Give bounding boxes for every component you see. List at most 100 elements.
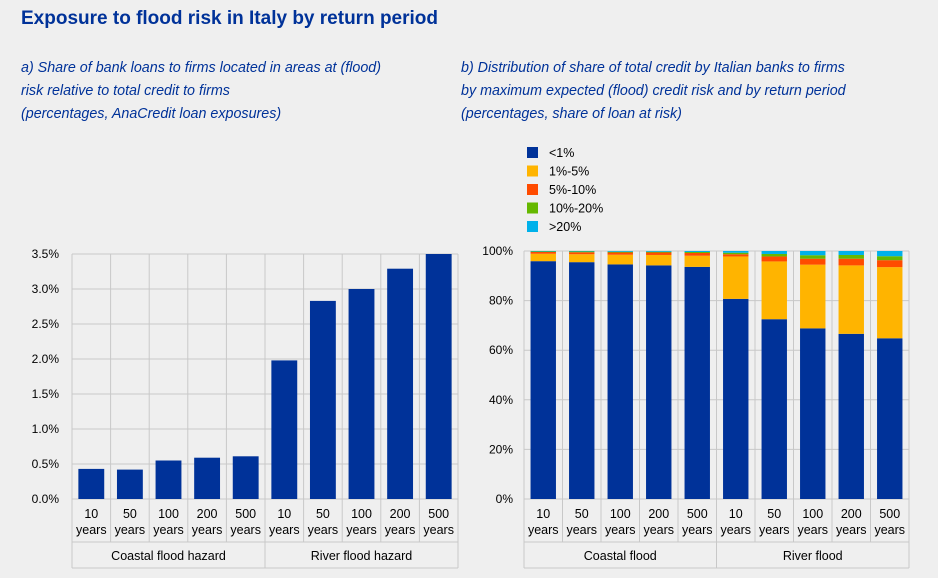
legend-swatch [527,202,538,214]
y-tick-label: 3.5% [32,247,60,261]
bar-segment [877,251,903,257]
x-tick-label: 10 years [528,507,559,537]
x-tick-label: 500 years [230,507,261,537]
panel-b-subtitle: b) Distribution of share of total credit… [461,57,846,126]
bar-segment [530,261,556,499]
panel-a-subtitle-line-3: (percentages, AnaCredit loan exposures) [21,106,282,122]
y-tick-label: 60% [489,343,513,357]
bar-segment [569,251,595,253]
bar-segment [723,254,749,257]
y-tick-label: 2.5% [32,317,60,331]
legend-label: >20% [549,220,581,234]
y-tick-label: 1.5% [32,387,60,401]
bar [116,469,143,499]
legend-label: <1% [549,146,574,160]
bar-segment [607,264,633,499]
bar-segment [607,254,633,265]
y-tick-label: 0.5% [32,457,60,471]
bar-segment [877,267,903,339]
bar-segment [646,252,672,255]
bar-segment [607,252,633,255]
panel-b-subtitle-line-3: (percentages, share of loan at risk) [461,106,682,122]
panel-a-subtitle-line-1: a) Share of bank loans to firms located … [21,60,381,76]
bar [425,254,452,499]
bar-segment [723,251,749,253]
bar-segment [761,256,787,262]
bar-segment [761,261,787,320]
bar-segment [761,253,787,257]
x-tick-label: 50 years [115,507,146,537]
bar [387,268,414,499]
bar-segment [646,265,672,499]
x-tick-label: 10 years [720,507,751,537]
panel-a-subtitle-line-2: risk relative to total credit to firms [21,83,230,99]
x-tick-label: 500 years [423,507,454,537]
x-tick-label: 10 years [76,507,107,537]
bar-segment [877,256,903,261]
y-tick-label: 0% [496,492,514,506]
bar-segment [800,255,826,259]
legend-swatch [527,165,538,177]
bar [155,460,182,499]
bar-segment [607,251,633,252]
bar-segment [800,258,826,265]
x-tick-label: 100 years [605,507,636,537]
bar-segment [569,262,595,499]
bar-segment [761,251,787,254]
x-tick-label: 50 years [566,507,597,537]
bar-segment [530,253,556,262]
bar [271,360,298,499]
x-tick-label: 500 years [682,507,713,537]
y-tick-label: 3.0% [32,282,60,296]
bar-segment [684,251,710,252]
x-group-label: River flood [783,549,843,563]
bar [78,468,105,499]
bar-segment [569,252,595,255]
bar-segment [838,251,864,255]
legend-label: 10%-20% [549,202,603,216]
bar-segment [569,254,595,263]
x-tick-label: 200 years [385,507,416,537]
bar-segment [838,258,864,266]
x-tick-label: 10 years [269,507,300,537]
bar-segment [723,298,749,499]
bar-segment [530,251,556,254]
x-tick-label: 200 years [643,507,674,537]
legend-label: 5%-10% [549,183,596,197]
bar [348,289,375,499]
y-tick-label: 80% [489,294,513,308]
bar-segment [877,338,903,499]
legend-swatch [527,147,538,158]
x-tick-label: 200 years [836,507,867,537]
y-tick-label: 1.0% [32,422,60,436]
bar-segment [800,264,826,329]
x-group-label: Coastal flood hazard [111,549,226,563]
bar-segment [800,328,826,499]
y-tick-label: 100% [482,244,513,258]
legend-label: 1%-5% [549,165,589,179]
panel-a-subtitle: a) Share of bank loans to firms located … [21,57,381,126]
bar-segment [761,319,787,499]
panel-b-subtitle-line-2: by maximum expected (flood) credit risk … [461,83,846,99]
bar [232,456,259,499]
bar-segment [838,254,864,259]
bar-segment [646,254,672,266]
y-tick-label: 0.0% [32,492,60,506]
bar-segment [684,255,710,267]
bar-segment [800,251,826,256]
legend-swatch [527,184,538,195]
bar [194,457,221,499]
x-group-label: Coastal flood [584,549,657,563]
y-tick-label: 2.0% [32,352,60,366]
bar-segment [838,265,864,334]
y-tick-label: 40% [489,393,513,407]
x-tick-label: 500 years [874,507,905,537]
bar-segment [838,333,864,499]
x-tick-label: 100 years [153,507,184,537]
bar-segment [684,252,710,256]
x-group-label: River flood hazard [311,549,412,563]
x-tick-label: 100 years [346,507,377,537]
y-tick-label: 20% [489,442,513,456]
bar-segment [646,251,672,253]
